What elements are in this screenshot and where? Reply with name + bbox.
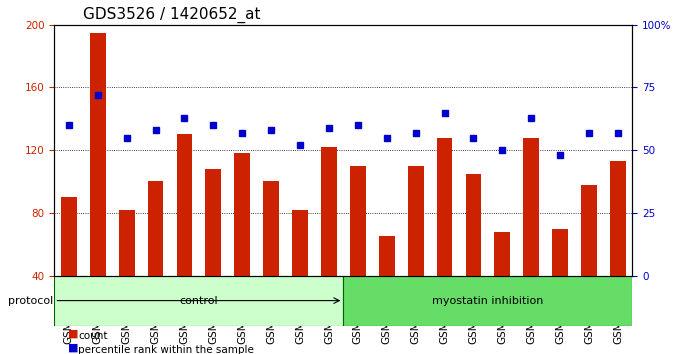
Bar bbox=[494, 232, 510, 338]
Bar bbox=[408, 166, 424, 338]
Bar bbox=[552, 229, 568, 338]
Text: myostatin inhibition: myostatin inhibition bbox=[432, 296, 543, 306]
Bar bbox=[119, 210, 135, 338]
Bar bbox=[61, 197, 77, 338]
Bar bbox=[524, 138, 539, 338]
Bar bbox=[437, 138, 452, 338]
Text: count: count bbox=[78, 331, 107, 341]
Bar bbox=[466, 174, 481, 338]
Bar bbox=[321, 147, 337, 338]
Bar bbox=[343, 275, 632, 326]
Text: GDS3526 / 1420652_at: GDS3526 / 1420652_at bbox=[83, 7, 261, 23]
Bar bbox=[292, 210, 308, 338]
Text: ■: ■ bbox=[68, 328, 78, 338]
Bar bbox=[235, 153, 250, 338]
Bar bbox=[177, 135, 192, 338]
Bar bbox=[205, 169, 221, 338]
Text: control: control bbox=[180, 296, 218, 306]
Bar bbox=[581, 185, 597, 338]
Bar bbox=[54, 275, 343, 326]
Bar bbox=[350, 166, 366, 338]
Text: percentile rank within the sample: percentile rank within the sample bbox=[78, 346, 254, 354]
Bar bbox=[379, 236, 394, 338]
Text: ■: ■ bbox=[68, 342, 78, 353]
Bar bbox=[610, 161, 626, 338]
Text: protocol: protocol bbox=[7, 296, 53, 306]
Bar bbox=[148, 182, 163, 338]
Bar bbox=[263, 182, 279, 338]
Bar bbox=[90, 33, 105, 338]
